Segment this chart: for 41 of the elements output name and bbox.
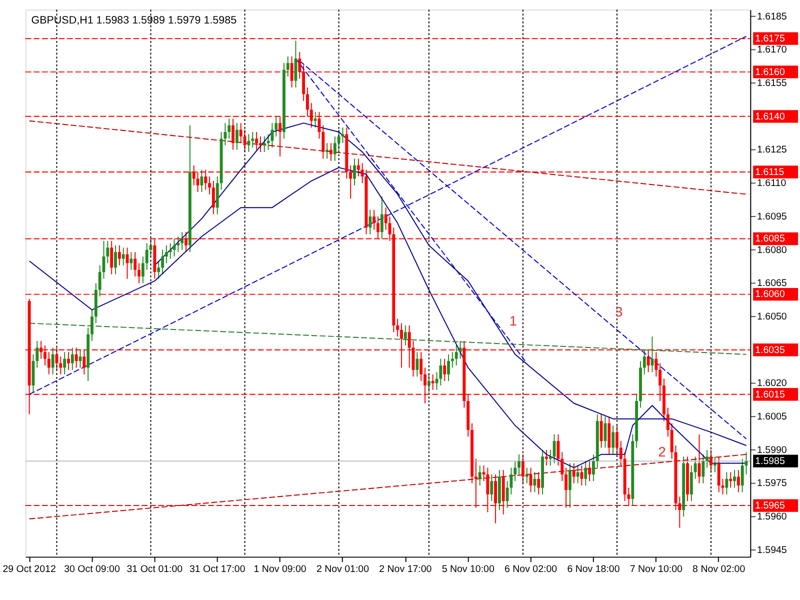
x-tick-label: 6 Nov 02:00 — [504, 564, 558, 575]
x-tick-label: 5 Nov 10:00 — [442, 564, 495, 575]
chart-title: GBPUSD,H1 1.5983 1.5989 1.5979 1.5985 — [31, 14, 237, 26]
y-tick-label: 1.6080 — [757, 244, 788, 256]
x-tick-label: 8 Nov 02:00 — [692, 564, 746, 575]
ref-line-label: 1.6085 — [755, 234, 786, 245]
y-tick-label: 1.6065 — [757, 278, 788, 290]
y-tick-label: 1.5990 — [757, 444, 788, 456]
y-tick-label: 1.6110 — [757, 178, 787, 190]
x-tick-label: 6 Nov 18:00 — [567, 564, 620, 575]
ref-line-label: 1.6140 — [755, 111, 786, 122]
x-tick-label: 31 Oct 17:00 — [189, 564, 246, 575]
ref-line-label: 1.5985 — [755, 456, 786, 468]
ref-line-label: 1.6175 — [755, 34, 786, 45]
x-tick-label: 7 Nov 10:00 — [630, 564, 684, 575]
y-tick-label: 1.6170 — [757, 44, 788, 56]
ref-line-label: 1.6115 — [755, 166, 785, 178]
y-tick-label: 1.6125 — [757, 144, 788, 156]
x-tick-label: 29 Oct 2012 — [2, 564, 56, 575]
x-tick-label: 30 Oct 09:00 — [64, 564, 120, 575]
series-label: 3 — [615, 304, 623, 320]
ref-line-label: 1.5965 — [755, 500, 786, 512]
y-tick-label: 1.5945 — [757, 544, 788, 556]
y-tick-label: 1.6095 — [757, 211, 788, 222]
x-tick-label: 2 Nov 01:00 — [316, 564, 370, 575]
ref-line-label: 1.6035 — [755, 344, 786, 356]
ref-line-label: 1.6060 — [755, 289, 786, 300]
x-tick-label: 1 Nov 09:00 — [254, 564, 307, 575]
x-tick-label: 31 Oct 01:00 — [126, 564, 184, 575]
series-label: 1 — [509, 313, 517, 328]
ref-line-label: 1.6160 — [755, 66, 786, 78]
y-tick-label: 1.6155 — [757, 78, 788, 89]
y-tick-label: 1.5960 — [757, 512, 788, 523]
x-tick-label: 2 Nov 17:00 — [379, 564, 432, 575]
y-tick-label: 1.6050 — [757, 311, 788, 322]
y-tick-label: 1.6005 — [757, 412, 788, 423]
y-tick-label: 1.5975 — [757, 478, 788, 490]
ref-line-label: 1.6015 — [755, 389, 786, 400]
series-label: 2 — [658, 444, 666, 460]
y-tick-label: 1.6020 — [757, 378, 788, 390]
y-tick-label: 1.6185 — [757, 11, 788, 22]
